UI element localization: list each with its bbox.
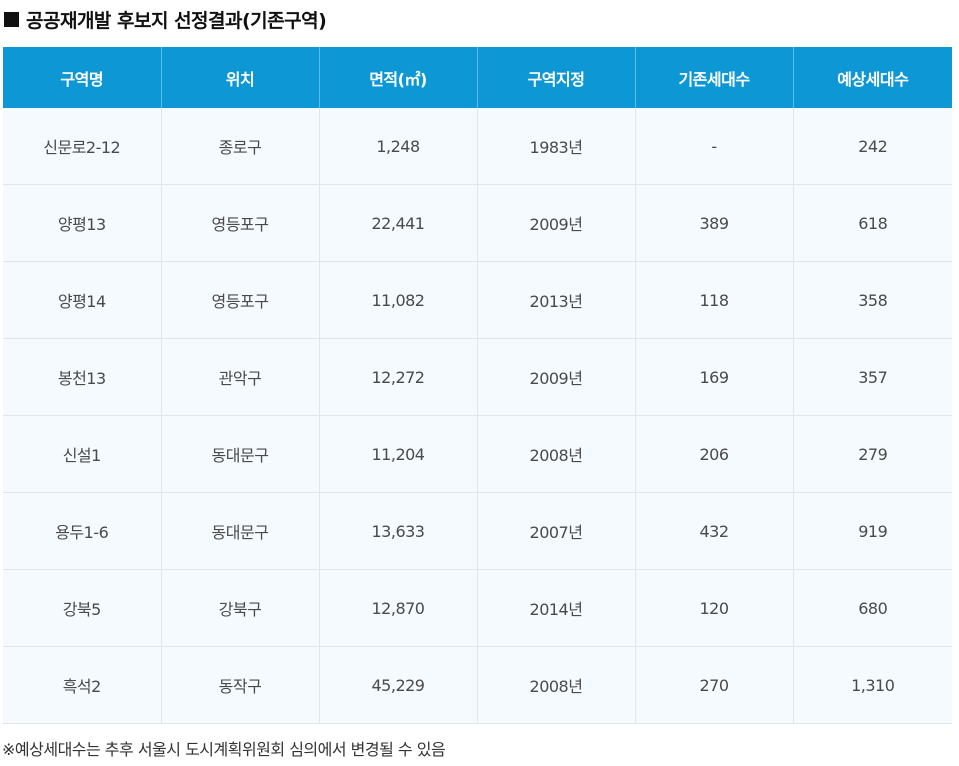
table-row: 신설1 동대문구 11,204 2008년 206 279 (3, 415, 952, 493)
black-square-icon (4, 11, 19, 27)
table-row: 흑석2 동작구 45,229 2008년 270 1,310 (3, 646, 952, 724)
cell-size: 11,082 (318, 261, 477, 339)
table-row: 양평13 영등포구 22,441 2009년 389 618 (3, 184, 952, 262)
cell-location: 종로구 (160, 108, 319, 185)
cell-expected-households: 357 (792, 338, 952, 416)
cell-area-name: 용두1-6 (3, 492, 161, 570)
cell-size: 45,229 (318, 646, 477, 724)
cell-designation-year: 2007년 (476, 492, 635, 570)
table-row: 신문로2-12 종로구 1,248 1983년 - 242 (3, 108, 952, 185)
cell-expected-households: 919 (792, 492, 952, 570)
page-title: 공공재개발 후보지 선정결과(기존구역) (4, 6, 327, 32)
table-row: 용두1-6 동대문구 13,633 2007년 432 919 (3, 492, 952, 570)
cell-area-name: 흑석2 (3, 646, 161, 724)
table-header-row: 구역명 위치 면적(㎡) 구역지정 기존세대수 예상세대수 (3, 47, 952, 108)
column-header-expected-households: 예상세대수 (792, 47, 952, 108)
cell-designation-year: 2009년 (476, 184, 635, 262)
table-row: 봉천13 관악구 12,272 2009년 169 357 (3, 338, 952, 416)
cell-designation-year: 1983년 (476, 108, 635, 185)
results-table: 구역명 위치 면적(㎡) 구역지정 기존세대수 예상세대수 신문로2-12 종로… (3, 47, 952, 724)
cell-size: 13,633 (318, 492, 477, 570)
cell-location: 동작구 (160, 646, 319, 724)
cell-location: 영등포구 (160, 184, 319, 262)
cell-existing-households: - (634, 108, 793, 185)
cell-area-name: 봉천13 (3, 338, 161, 416)
cell-location: 강북구 (160, 569, 319, 647)
cell-expected-households: 680 (792, 569, 952, 647)
column-header-location: 위치 (160, 47, 319, 108)
cell-expected-households: 358 (792, 261, 952, 339)
cell-existing-households: 118 (634, 261, 793, 339)
cell-size: 11,204 (318, 415, 477, 493)
cell-size: 12,272 (318, 338, 477, 416)
cell-expected-households: 279 (792, 415, 952, 493)
cell-area-name: 양평13 (3, 184, 161, 262)
cell-designation-year: 2014년 (476, 569, 635, 647)
cell-location: 동대문구 (160, 492, 319, 570)
table-row: 양평14 영등포구 11,082 2013년 118 358 (3, 261, 952, 339)
cell-designation-year: 2009년 (476, 338, 635, 416)
cell-location: 영등포구 (160, 261, 319, 339)
cell-size: 12,870 (318, 569, 477, 647)
cell-existing-households: 169 (634, 338, 793, 416)
column-header-size: 면적(㎡) (318, 47, 477, 108)
cell-location: 관악구 (160, 338, 319, 416)
page-title-text: 공공재개발 후보지 선정결과(기존구역) (26, 9, 327, 32)
cell-existing-households: 432 (634, 492, 793, 570)
table-row: 강북5 강북구 12,870 2014년 120 680 (3, 569, 952, 647)
cell-area-name: 강북5 (3, 569, 161, 647)
cell-existing-households: 120 (634, 569, 793, 647)
cell-expected-households: 1,310 (792, 646, 952, 724)
cell-existing-households: 270 (634, 646, 793, 724)
cell-existing-households: 389 (634, 184, 793, 262)
cell-size: 22,441 (318, 184, 477, 262)
footnote: ※예상세대수는 추후 서울시 도시계획위원회 심의에서 변경될 수 있음 (2, 740, 446, 759)
cell-designation-year: 2013년 (476, 261, 635, 339)
cell-size: 1,248 (318, 108, 477, 185)
cell-designation-year: 2008년 (476, 646, 635, 724)
cell-designation-year: 2008년 (476, 415, 635, 493)
cell-area-name: 신설1 (3, 415, 161, 493)
cell-area-name: 신문로2-12 (3, 108, 161, 185)
cell-expected-households: 618 (792, 184, 952, 262)
column-header-existing-households: 기존세대수 (634, 47, 793, 108)
cell-area-name: 양평14 (3, 261, 161, 339)
column-header-area-name: 구역명 (3, 47, 161, 108)
cell-expected-households: 242 (792, 108, 952, 185)
cell-existing-households: 206 (634, 415, 793, 493)
column-header-designation-year: 구역지정 (476, 47, 635, 108)
cell-location: 동대문구 (160, 415, 319, 493)
